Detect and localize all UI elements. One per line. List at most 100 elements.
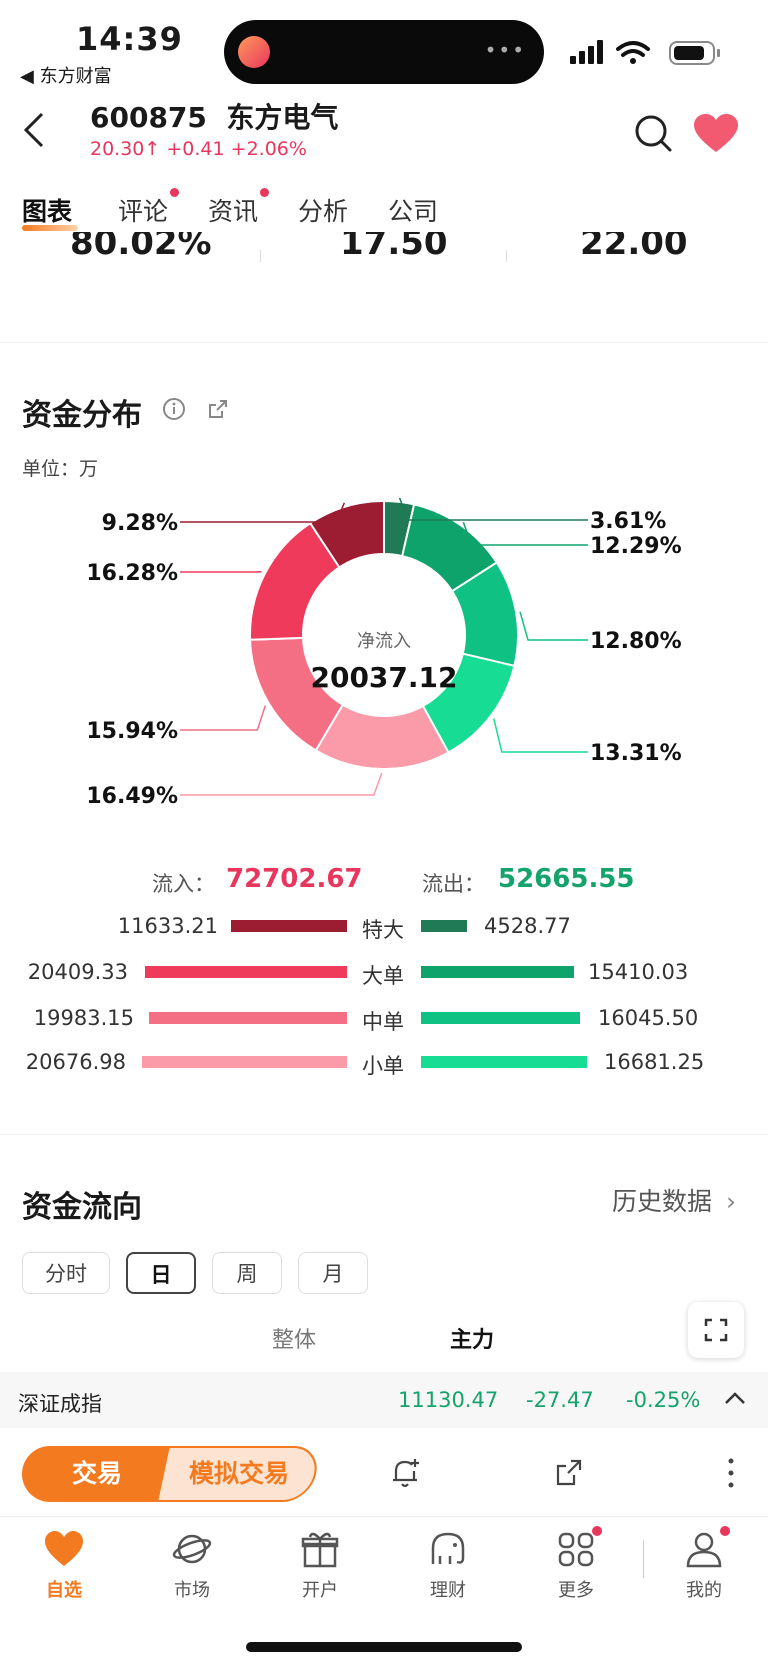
donut-pct-label: 12.80% (590, 629, 682, 654)
simulated-trade-button[interactable]: 模拟交易 (156, 1446, 322, 1502)
subtab-main-force[interactable]: 主力 (450, 1328, 495, 1353)
order-size-label: 特大 (362, 918, 404, 942)
trade-button[interactable]: 交易 (22, 1446, 172, 1502)
alert-bell-icon[interactable] (390, 1456, 422, 1490)
status-time: 14:39 (76, 20, 183, 58)
tab-news[interactable]: 资讯 (208, 197, 259, 226)
nav-label: 自选 (46, 1580, 82, 1601)
info-icon[interactable] (162, 397, 186, 421)
index-change-pct: -0.25% (626, 1388, 701, 1412)
user-icon (686, 1532, 722, 1568)
nav-label: 市场 (174, 1580, 210, 1601)
stock-change: +0.41 (166, 138, 225, 160)
donut-leader-line (180, 705, 267, 731)
donut-center-value: 20037.12 (310, 661, 457, 694)
chevron-up-icon[interactable] (724, 1390, 746, 1406)
chevron-right-icon: › (725, 1187, 736, 1216)
outflow-value: 52665.55 (498, 864, 635, 894)
period-day[interactable]: 日 (126, 1252, 196, 1294)
signal-icon (570, 40, 603, 64)
inflow-super-large: 11633.21 (117, 914, 218, 938)
gift-icon (301, 1532, 339, 1568)
donut-leader-line (180, 772, 383, 796)
nav-label: 理财 (430, 1580, 466, 1601)
planet-icon (172, 1534, 212, 1564)
outflow-bar-super-large (421, 920, 467, 932)
back-icon[interactable] (22, 112, 46, 148)
stock-price: 20.30 (90, 138, 145, 160)
donut-pct-label: 16.49% (86, 784, 178, 809)
more-dots-icon: ••• (484, 38, 526, 62)
nav-wealth[interactable]: 理财 (398, 1530, 498, 1602)
tab-chart[interactable]: 图表 (22, 197, 73, 226)
home-indicator (246, 1642, 522, 1652)
stat-value: 22.00 (580, 232, 688, 262)
more-vertical-icon[interactable] (726, 1456, 736, 1490)
divider (260, 250, 261, 262)
history-data-link[interactable]: 历史数据 › (612, 1182, 736, 1218)
outflow-large: 15410.03 (588, 960, 689, 984)
share-icon[interactable] (554, 1458, 584, 1488)
mail-app-icon (238, 36, 270, 68)
index-name: 深证成指 (18, 1392, 102, 1416)
inflow-medium: 19983.15 (33, 1006, 134, 1030)
grid-icon (558, 1532, 594, 1567)
favorite-heart-icon[interactable] (694, 114, 738, 154)
elephant-icon (431, 1532, 465, 1564)
outflow-small: 16681.25 (604, 1050, 705, 1074)
order-size-label: 大单 (362, 964, 404, 988)
nav-open-account[interactable]: 开户 (270, 1530, 370, 1602)
nav-divider (0, 1516, 768, 1517)
donut-leader-line (398, 497, 588, 521)
back-to-app-link[interactable]: ◀ 东方财富 (20, 66, 112, 87)
wifi-icon (616, 41, 650, 57)
nav-separator (643, 1540, 644, 1578)
inflow-bar-large (145, 966, 347, 978)
tab-analysis[interactable]: 分析 (298, 197, 349, 226)
donut-leader-line (493, 718, 588, 753)
nav-label: 更多 (558, 1580, 594, 1601)
nav-profile[interactable]: 我的 (654, 1530, 754, 1602)
donut-pct-label: 13.31% (590, 741, 682, 766)
donut-pct-label: 3.61% (590, 509, 666, 534)
nav-label: 我的 (686, 1580, 722, 1601)
news-badge-dot (260, 188, 269, 197)
tab-company[interactable]: 公司 (388, 197, 439, 226)
nav-more[interactable]: 更多 (526, 1530, 626, 1602)
tab-comments[interactable]: 评论 (118, 197, 169, 226)
inflow-large: 20409.33 (27, 960, 128, 984)
donut-slices (249, 499, 519, 770)
outflow-bar-small (421, 1056, 587, 1068)
period-week[interactable]: 周 (212, 1252, 282, 1294)
period-intraday[interactable]: 分时 (22, 1252, 110, 1294)
fund-flow-title: 资金流向 (22, 1190, 142, 1225)
nav-watchlist[interactable]: 自选 (14, 1530, 114, 1602)
donut-pct-label: 9.28% (102, 511, 178, 536)
index-ticker-bar[interactable] (0, 1372, 768, 1428)
heart-icon (45, 1531, 83, 1566)
more-badge-dot (592, 1526, 602, 1536)
comments-badge-dot (170, 188, 179, 197)
donut-slice (308, 499, 385, 569)
arrow-up-icon: ↑ (144, 138, 161, 160)
inflow-value: 72702.67 (226, 864, 363, 894)
subtab-overall[interactable]: 整体 (272, 1328, 317, 1353)
donut-pct-label: 15.94% (86, 719, 178, 744)
order-size-label: 小单 (362, 1054, 404, 1078)
donut-leader-line (462, 521, 588, 546)
fund-donut-chart: 净流入 20037.12 3.61%12.29% 12.80% 13.31% 16.4… (86, 497, 682, 809)
search-icon[interactable] (634, 114, 674, 154)
inflow-bar-medium (149, 1012, 347, 1024)
inflow-label: 流入： (152, 872, 215, 896)
nav-market[interactable]: 市场 (142, 1530, 242, 1602)
fullscreen-button[interactable] (688, 1302, 744, 1358)
outflow-super-large: 4528.77 (484, 914, 571, 938)
active-tab-underline (22, 225, 78, 231)
period-month[interactable]: 月 (298, 1252, 368, 1294)
share-icon[interactable] (206, 397, 230, 421)
section-divider (0, 1134, 768, 1135)
stock-change-pct: +2.06% (230, 138, 307, 160)
status-icons (570, 40, 720, 65)
index-change: -27.47 (526, 1388, 594, 1412)
stock-quote: 20.30↑ +0.41 +2.06% (90, 138, 307, 160)
